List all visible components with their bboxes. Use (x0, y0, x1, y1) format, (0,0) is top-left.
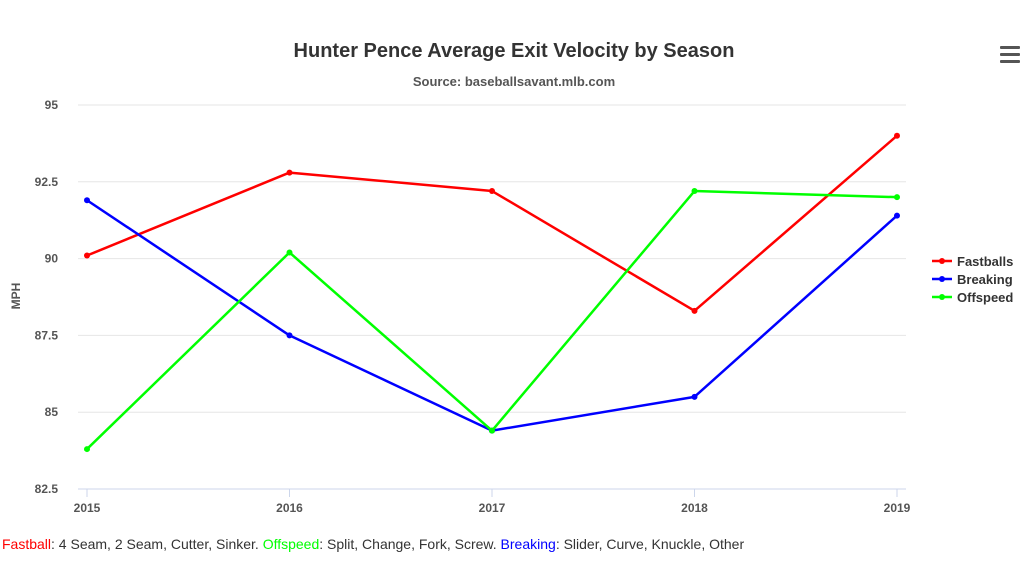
data-point[interactable] (84, 446, 90, 453)
footnote-breaking-desc: : Slider, Curve, Knuckle, Other (555, 536, 745, 552)
legend-item[interactable]: Offspeed (932, 290, 1013, 305)
y-axis-label: MPH (9, 283, 23, 310)
legend-marker (939, 276, 945, 282)
series-line (86, 134, 898, 313)
pitch-type-footnote: Fastball: 4 Seam, 2 Seam, Cutter, Sinker… (2, 536, 744, 552)
footnote-fastball-label: Fastball (2, 536, 52, 552)
x-tick-label: 2017 (479, 501, 506, 515)
data-point[interactable] (286, 332, 293, 339)
footnote-fastball-desc: : 4 Seam, 2 Seam, Cutter, Sinker. (51, 536, 263, 552)
legend-marker (939, 258, 945, 264)
legend-marker (939, 294, 945, 300)
menu-bar (1000, 60, 1020, 63)
data-point[interactable] (691, 188, 698, 195)
data-point[interactable] (691, 393, 698, 400)
data-point[interactable] (691, 307, 698, 314)
chart-title: Hunter Pence Average Exit Velocity by Se… (294, 40, 735, 62)
y-tick-label: 82.5 (35, 482, 59, 496)
data-point[interactable] (286, 249, 293, 256)
hamburger-menu-icon[interactable] (1000, 46, 1020, 67)
series-line (86, 199, 898, 432)
y-tick-label: 92.5 (35, 175, 59, 189)
data-point[interactable] (894, 212, 900, 219)
footnote-offspeed-label: Offspeed (262, 536, 320, 552)
footnote-offspeed-desc: : Split, Change, Fork, Screw. (319, 536, 501, 552)
legend-item[interactable]: Breaking (932, 272, 1013, 287)
gridlines (78, 104, 906, 413)
series-line (86, 189, 898, 450)
y-tick-label: 87.5 (35, 328, 59, 342)
data-point[interactable] (286, 169, 293, 176)
x-tick-label: 2016 (276, 501, 303, 515)
series-lines (84, 132, 900, 453)
data-point[interactable] (489, 188, 495, 195)
data-point[interactable] (84, 252, 90, 259)
x-tick-label: 2018 (681, 501, 708, 515)
chart-subtitle: Source: baseballsavant.mlb.com (413, 74, 615, 89)
y-tick-label: 85 (45, 405, 59, 419)
y-tick-label: 95 (45, 98, 59, 112)
legend-item[interactable]: Fastballs (932, 254, 1013, 269)
x-axis: 2015 2016 2017 2018 2019 (74, 488, 911, 515)
legend-label: Fastballs (957, 254, 1013, 269)
legend-label: Offspeed (957, 290, 1013, 305)
data-point[interactable] (894, 132, 900, 139)
menu-bar (1000, 53, 1020, 56)
footnote-breaking-label: Breaking (500, 536, 556, 552)
data-point[interactable] (894, 194, 900, 201)
data-point[interactable] (489, 427, 495, 434)
menu-bar (1000, 46, 1020, 49)
legend-label: Breaking (957, 272, 1013, 287)
x-tick-label: 2015 (74, 501, 101, 515)
data-point[interactable] (84, 197, 90, 204)
legend[interactable]: Fastballs Breaking Offspeed (932, 254, 1013, 305)
y-tick-label: 90 (45, 252, 59, 266)
y-axis-ticks: 82.5 85 87.5 90 92.5 95 (35, 98, 59, 496)
x-tick-label: 2019 (884, 501, 911, 515)
